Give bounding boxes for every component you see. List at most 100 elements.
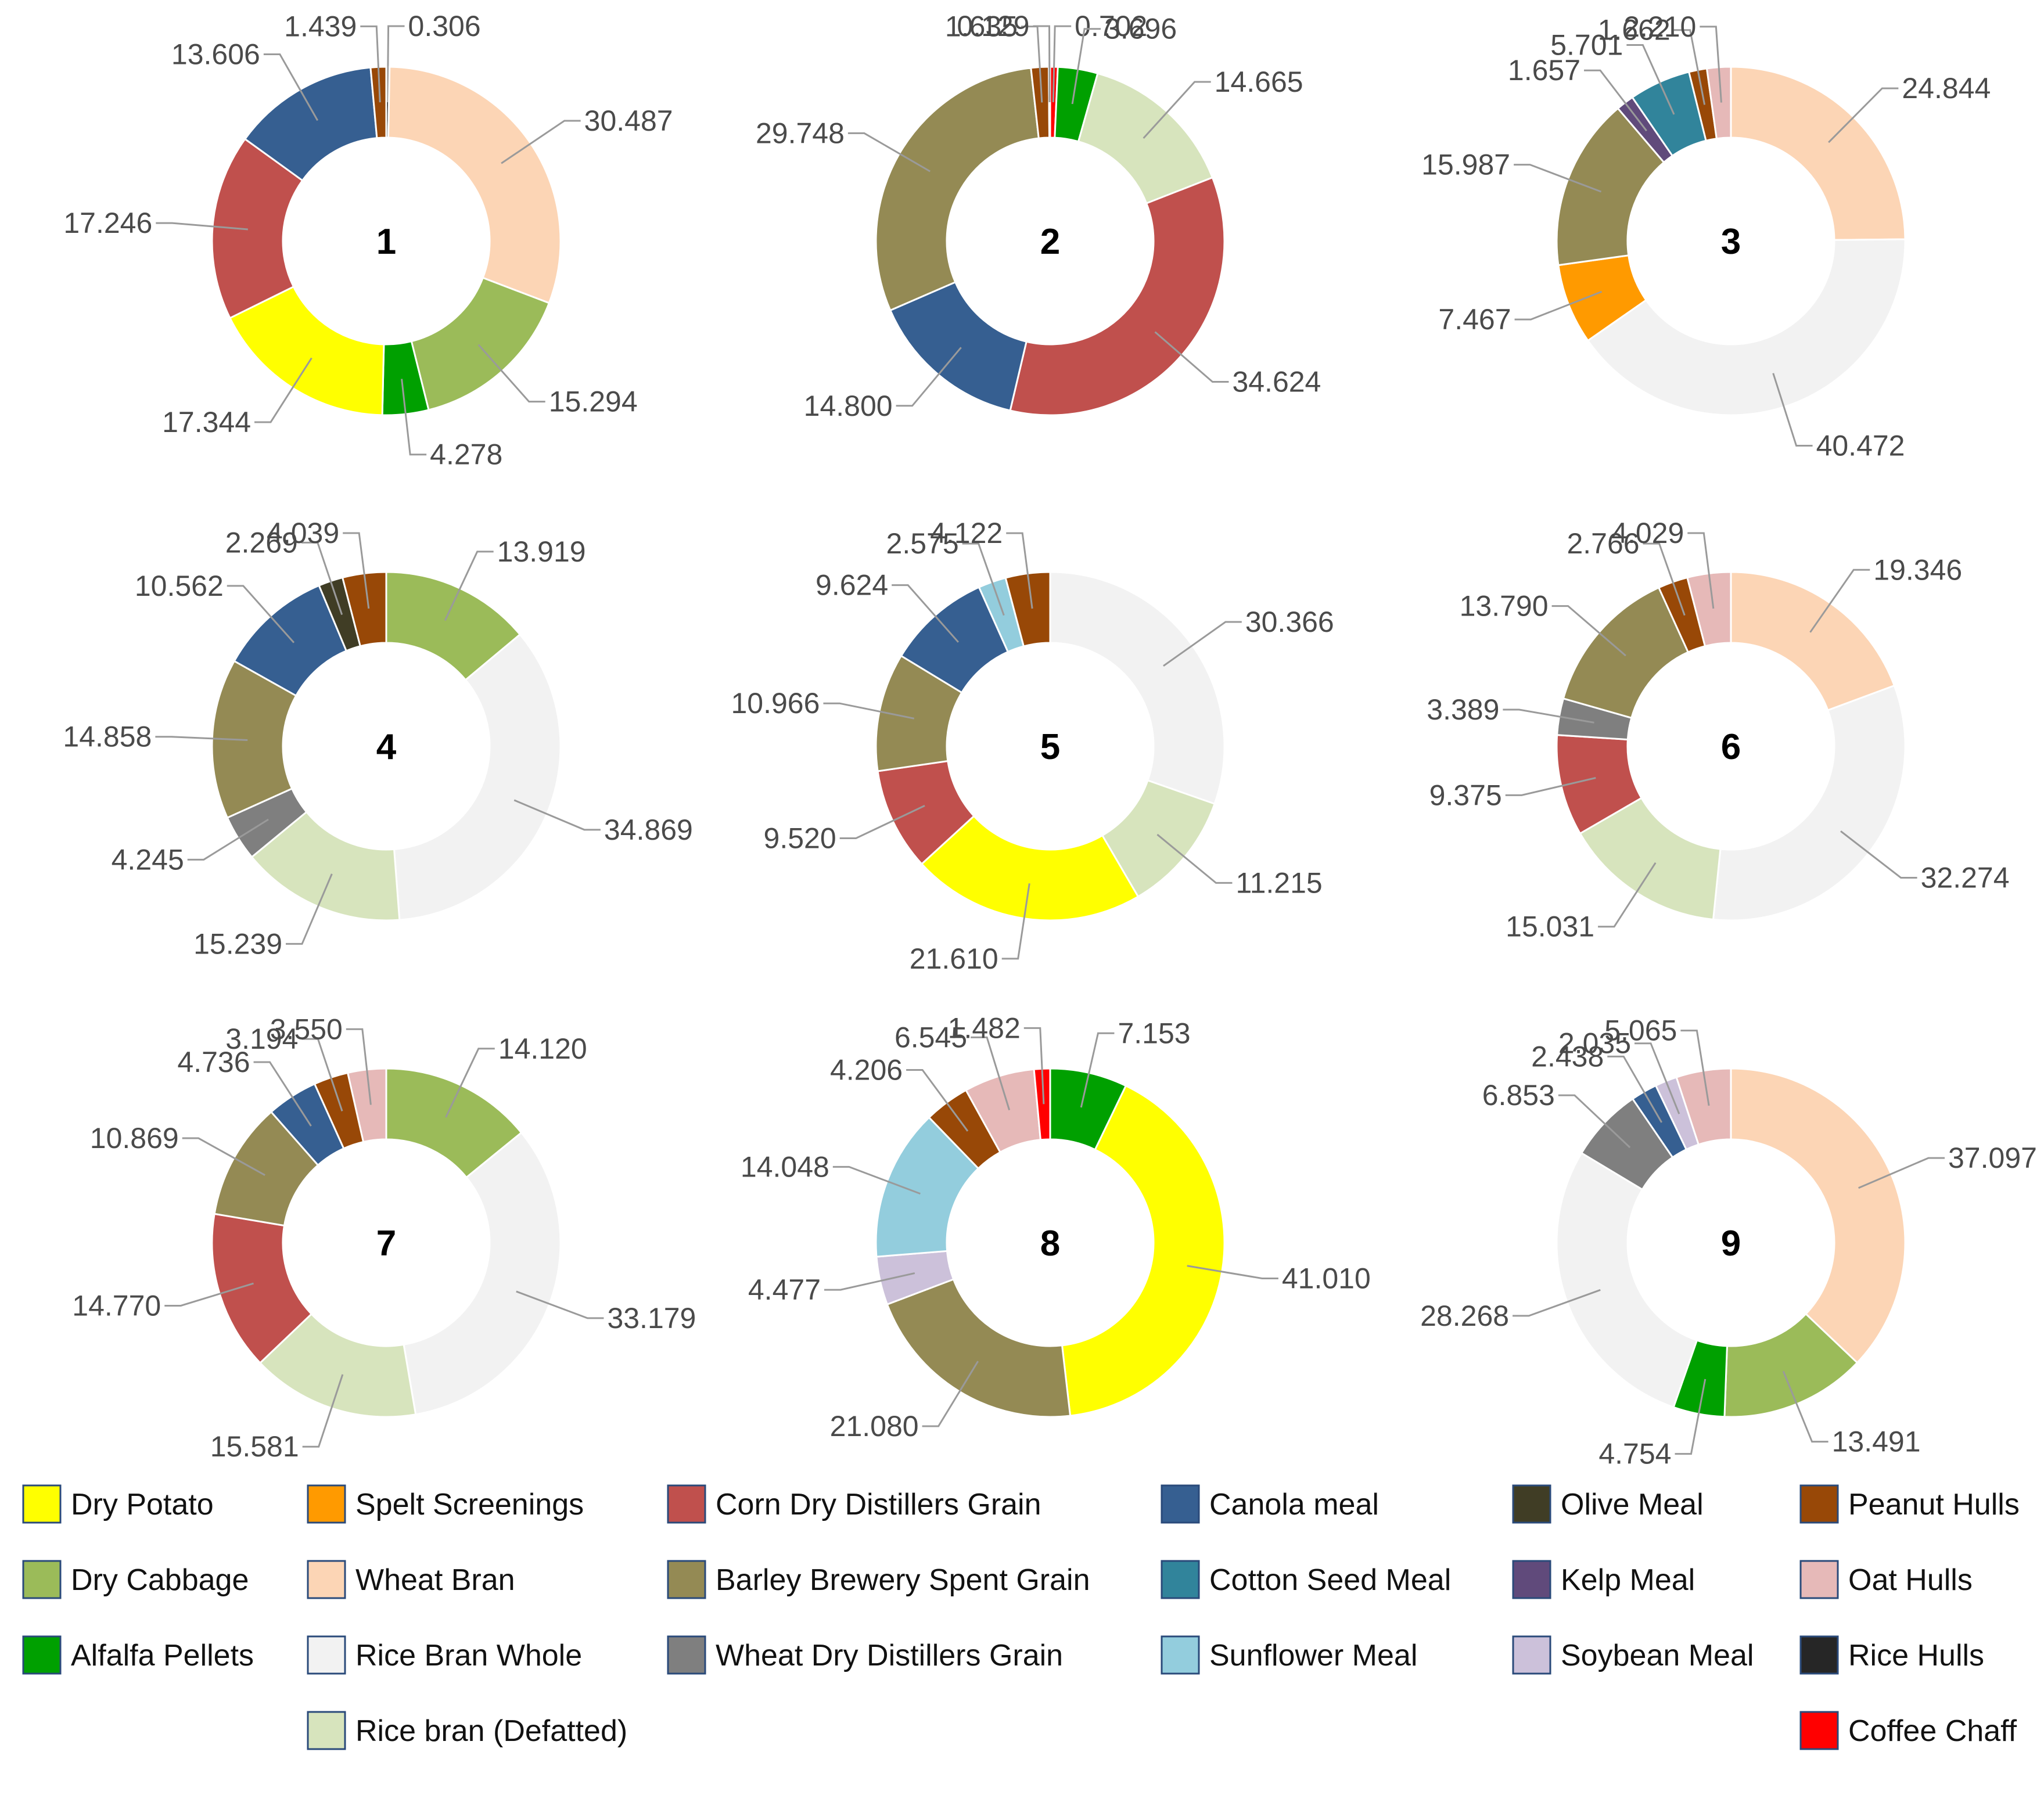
legend-label: Oat Hulls	[1848, 1563, 1973, 1597]
leader-line	[1598, 862, 1657, 928]
legend-swatch	[1161, 1484, 1200, 1524]
data-label: 14.770	[72, 1289, 161, 1322]
leader-line	[1551, 605, 1626, 657]
slice-oat-hulls	[1686, 571, 1732, 647]
leader-line	[1858, 1157, 1945, 1189]
slice-barley-brewery-spent-grain	[211, 660, 297, 819]
leader-line	[1635, 1042, 1680, 1114]
data-label: 40.472	[1816, 429, 1905, 462]
data-label: 24.844	[1902, 72, 1991, 105]
legend-swatch	[307, 1560, 346, 1599]
leader-line	[477, 344, 545, 403]
data-label: 33.179	[607, 1302, 696, 1334]
data-label: 2.210	[1623, 10, 1696, 43]
chart-number-label: 8	[1040, 1224, 1060, 1264]
data-label: 4.122	[930, 517, 1003, 549]
data-label: 5.701	[1550, 29, 1623, 62]
legend-item-cotton-seed-meal: Cotton Seed Meal	[1161, 1560, 1451, 1599]
leader-line	[1675, 1379, 1707, 1455]
legend-item-canola-meal: Canola meal	[1161, 1484, 1379, 1524]
leader-line	[1558, 1094, 1631, 1149]
legend-label: Olive Meal	[1561, 1488, 1704, 1521]
leader-line	[1782, 1370, 1829, 1443]
leader-line	[401, 379, 427, 456]
slice-barley-brewery-spent-grain	[1562, 586, 1690, 719]
data-label: 1.439	[284, 10, 357, 42]
legend-label: Sunflower Meal	[1209, 1639, 1417, 1672]
leader-line	[1643, 542, 1686, 616]
data-label: 9.520	[764, 822, 836, 855]
slice-rice-bran-defatted	[258, 1312, 417, 1418]
slice-peanut-hulls	[1004, 571, 1051, 647]
slice-peanut-hulls	[341, 571, 387, 647]
data-label: 4.477	[748, 1273, 821, 1306]
data-label: 2.269	[225, 526, 298, 559]
legend-item-rice-hulls: Rice Hulls	[1799, 1635, 1984, 1675]
legend-swatch	[1799, 1560, 1839, 1599]
slice-rice-bran-whole	[1049, 571, 1226, 805]
leader-line	[1156, 833, 1233, 884]
leader-line	[1840, 830, 1917, 879]
leader-line	[1584, 69, 1647, 132]
leader-line	[263, 53, 318, 121]
data-label: 0.129	[957, 10, 1029, 42]
data-label: 4.278	[430, 438, 502, 471]
data-label: 3.550	[270, 1013, 343, 1045]
donut-chart-7: 14.120 33.179 15.581 14.770 10.869 4.7363.194…	[72, 1013, 696, 1463]
slice-wheat-bran	[387, 66, 562, 304]
data-label: 2.438	[1531, 1040, 1604, 1073]
leader-line	[187, 818, 269, 861]
leader-line	[1503, 708, 1594, 724]
leader-line	[444, 551, 494, 621]
slice-peanut-hulls	[369, 66, 387, 139]
legend-item-corn-dry-distillers-grain: Corn Dry Distillers Grain	[667, 1484, 1041, 1524]
legend-swatch	[667, 1484, 706, 1524]
data-label: 4.245	[112, 843, 184, 876]
leader-line	[1809, 569, 1870, 633]
data-label: 28.268	[1420, 1300, 1509, 1332]
chart-number-label: 9	[1721, 1224, 1741, 1264]
data-label: 7.467	[1438, 303, 1511, 336]
leader-line	[1700, 26, 1722, 103]
leader-line	[1006, 532, 1033, 609]
leader-line	[302, 1374, 344, 1448]
leader-line	[343, 532, 370, 609]
data-label: 29.748	[756, 117, 845, 149]
donut-chart-3: 24.844 40.472 7.467 15.987 1.6575.7011.6622.…	[1421, 10, 1991, 462]
slice-corn-dry-distillers-grain	[211, 138, 304, 319]
data-label: 10.562	[135, 570, 224, 602]
leader-line	[1828, 87, 1899, 143]
legend-swatch	[1161, 1560, 1200, 1599]
legend-label: Soybean Meal	[1561, 1639, 1754, 1672]
leader-line	[156, 222, 248, 231]
chart-number-label: 5	[1040, 727, 1060, 767]
chart-number-label: 4	[376, 727, 397, 767]
legend-label: Dry Cabbage	[71, 1563, 249, 1597]
legend-swatch	[1512, 1635, 1551, 1675]
data-label: 1.657	[1508, 54, 1580, 87]
leader-line	[501, 120, 581, 164]
leader-line	[301, 541, 343, 615]
leader-line	[386, 25, 405, 103]
data-label: 30.366	[1245, 606, 1334, 638]
slice-dry-potato	[228, 285, 385, 416]
slice-coffee-chaff	[1033, 1067, 1051, 1141]
data-label: 10.869	[90, 1122, 179, 1154]
data-label: 1.635	[945, 10, 1018, 43]
legend-swatch	[307, 1484, 346, 1524]
data-label: 13.790	[1460, 590, 1549, 623]
leader-line	[182, 1137, 265, 1177]
donut-chart-4: 13.919 34.869 15.239 4.245 14.858 10.5622.269…	[63, 517, 692, 960]
leader-line	[971, 1036, 1011, 1111]
data-label: 19.346	[1873, 553, 1962, 586]
chart-number-label: 1	[376, 222, 396, 262]
legend-item-coffee-chaff: Coffee Chaff	[1799, 1711, 2017, 1750]
leader-line	[1687, 532, 1715, 609]
donut-chart-5: 30.366 11.215 21.610 9.520 10.966 9.624 2.5754…	[731, 517, 1334, 975]
slice-barley-brewery-spent-grain	[886, 1278, 1072, 1418]
data-label: 14.858	[63, 721, 152, 753]
data-label: 17.246	[63, 207, 152, 239]
legend-swatch	[1512, 1560, 1551, 1599]
leader-line	[1187, 1265, 1278, 1279]
data-label: 1.482	[948, 1012, 1021, 1044]
